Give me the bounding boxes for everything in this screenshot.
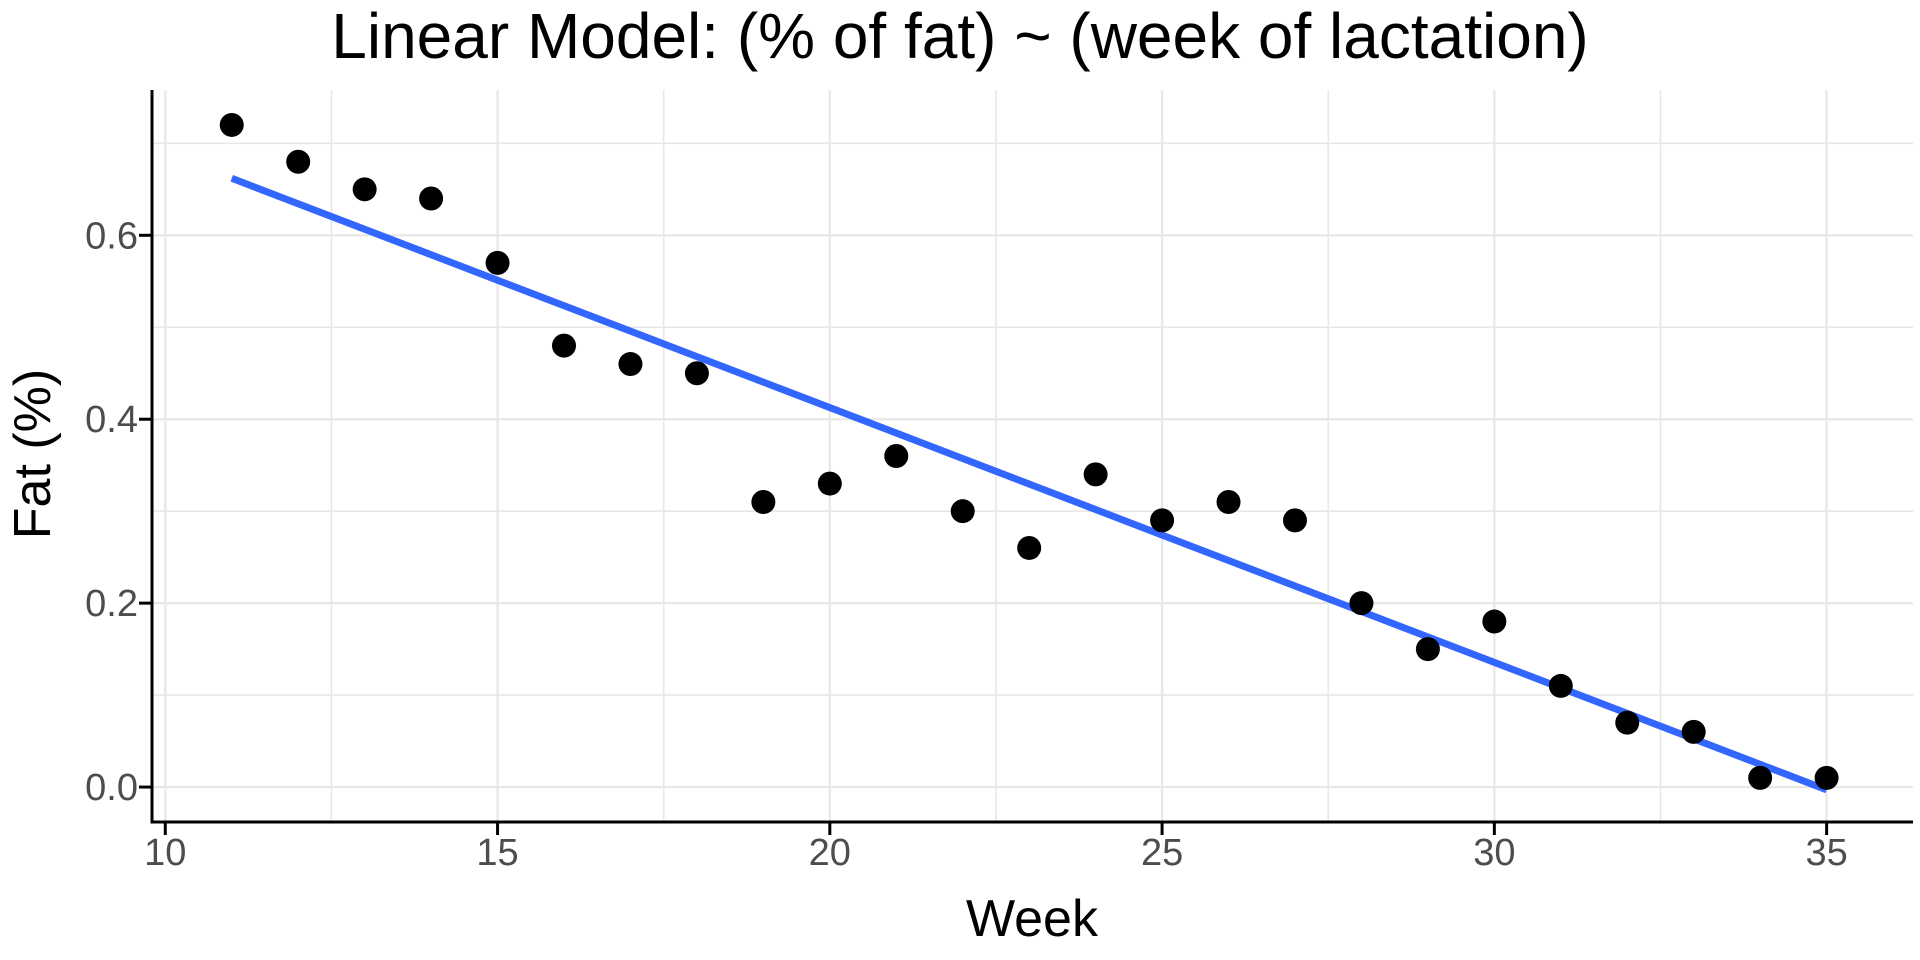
y-axis-title: Fat (%) <box>4 369 62 539</box>
data-point <box>286 149 311 174</box>
data-point <box>950 499 975 524</box>
x-tick-label: 35 <box>1805 832 1847 874</box>
data-point <box>1482 609 1507 634</box>
data-point <box>419 186 444 211</box>
x-tick-label: 15 <box>476 832 518 874</box>
data-point <box>1548 673 1573 698</box>
x-tick-label: 25 <box>1141 832 1183 874</box>
data-point <box>485 250 510 275</box>
y-tick-label: 0.0 <box>85 767 138 809</box>
y-tick-label: 0.2 <box>85 583 138 625</box>
y-tick-label: 0.6 <box>85 215 138 257</box>
x-tick-label: 10 <box>144 832 186 874</box>
tick-marks-group <box>139 233 1829 835</box>
data-point <box>751 489 776 514</box>
data-points-group <box>219 112 1839 790</box>
data-point <box>352 177 377 202</box>
data-point <box>219 112 244 137</box>
data-point <box>1083 462 1108 487</box>
data-point <box>552 333 577 358</box>
data-point <box>1814 765 1839 790</box>
data-point <box>884 444 909 468</box>
data-point <box>1681 719 1706 744</box>
data-point <box>1748 765 1773 790</box>
data-point <box>1282 508 1307 533</box>
tick-labels-group: 10 15 20 25 30 35 0.0 0.2 0.4 0.6 <box>85 215 1848 874</box>
axis-lines-group <box>150 90 1913 824</box>
regression-line-group <box>230 175 1828 794</box>
major-gridlines <box>152 90 1913 822</box>
data-point <box>684 361 709 386</box>
data-point <box>1415 637 1440 662</box>
data-point <box>1615 710 1640 735</box>
data-point <box>1017 535 1042 560</box>
data-point <box>618 352 643 377</box>
plot-title: Linear Model: (% of fat) ~ (week of lact… <box>331 0 1588 72</box>
x-tick-label: 20 <box>809 832 851 874</box>
regression-line <box>230 175 1828 794</box>
data-point <box>1216 489 1241 514</box>
y-tick-label: 0.4 <box>85 399 138 441</box>
x-axis-title: Week <box>966 890 1099 948</box>
data-point <box>1349 591 1374 616</box>
minor-gridlines <box>152 90 1913 822</box>
data-point <box>1150 508 1175 533</box>
x-tick-label: 30 <box>1473 832 1515 874</box>
data-point <box>817 471 842 496</box>
